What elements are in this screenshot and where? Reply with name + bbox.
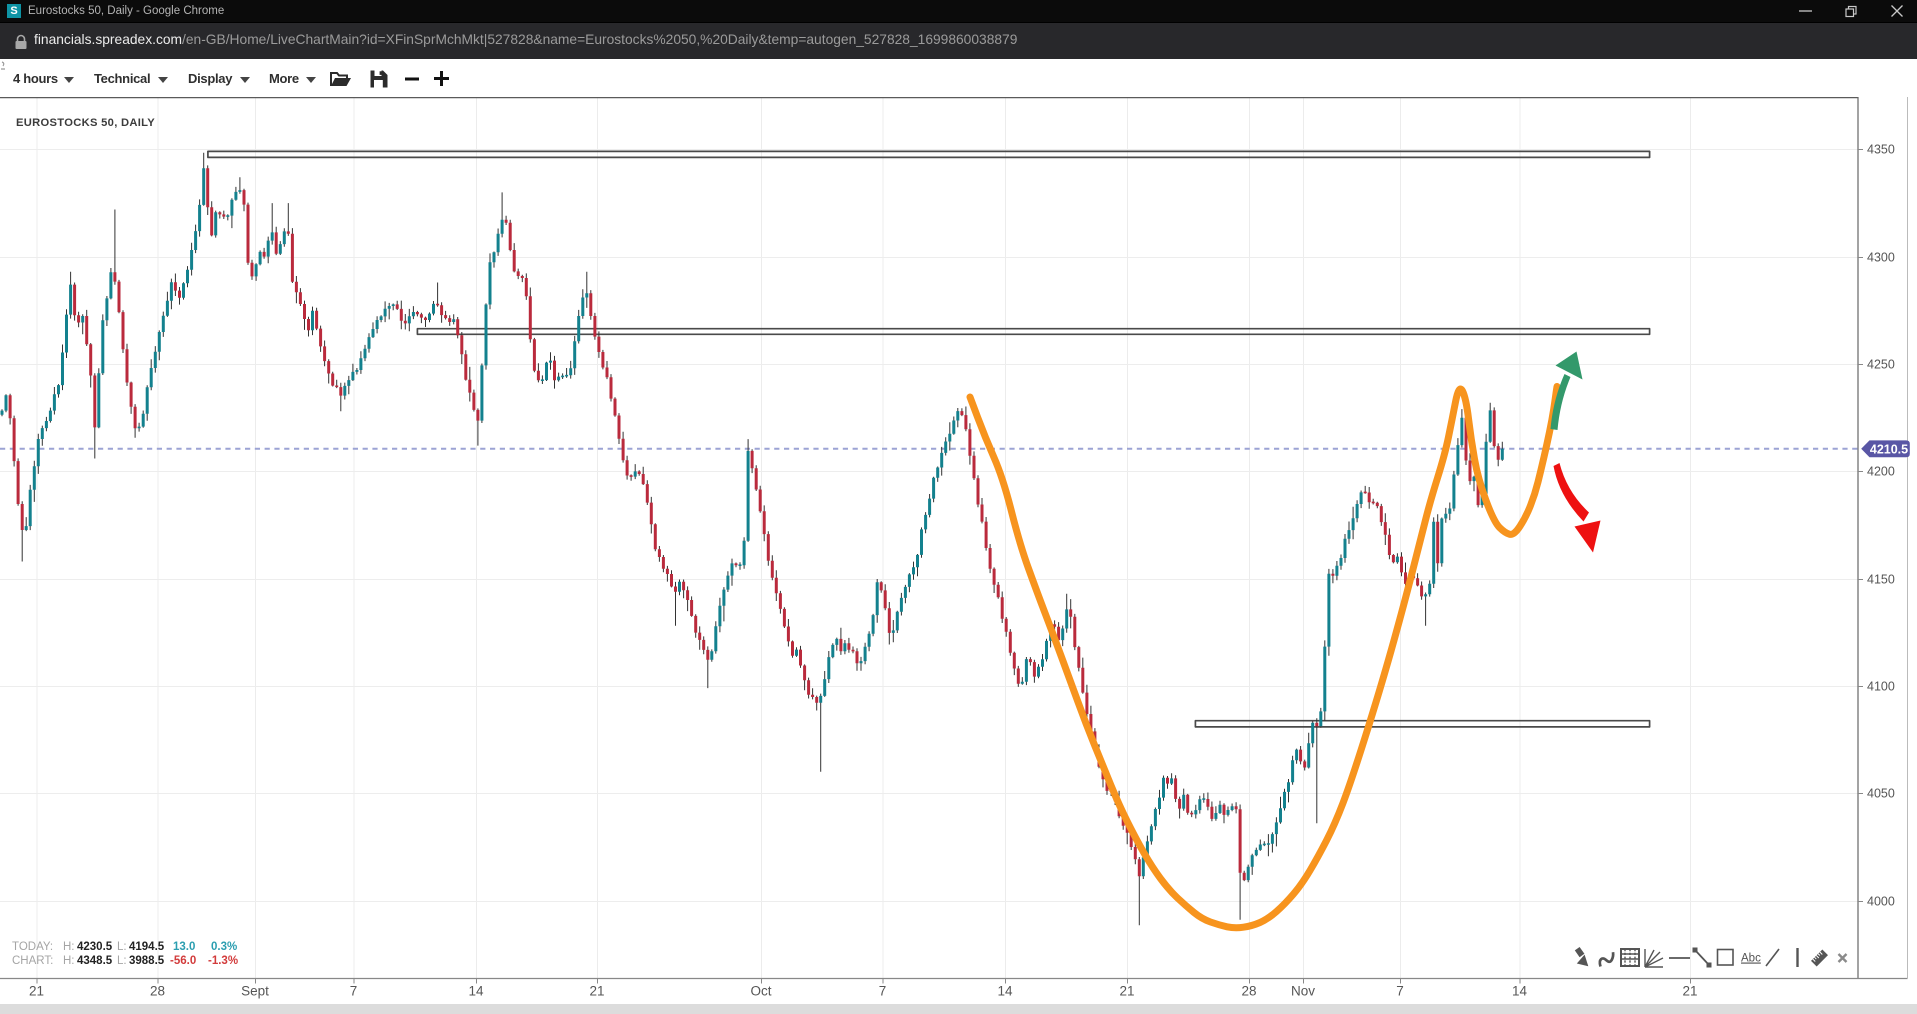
svg-text:14: 14 bbox=[997, 984, 1013, 999]
svg-text:L:: L: bbox=[117, 955, 127, 967]
svg-text:4194.5: 4194.5 bbox=[129, 941, 165, 953]
svg-text:EUROSTOCKS 50, DAILY: EUROSTOCKS 50, DAILY bbox=[16, 117, 155, 129]
svg-text:4000: 4000 bbox=[1867, 895, 1895, 909]
svg-text:Nov: Nov bbox=[1291, 984, 1315, 999]
svg-text:14: 14 bbox=[1512, 984, 1528, 999]
svg-text:0.3%: 0.3% bbox=[211, 941, 237, 953]
svg-text:-1.3%: -1.3% bbox=[208, 955, 238, 967]
svg-text:4100: 4100 bbox=[1867, 680, 1895, 694]
svg-text:4300: 4300 bbox=[1867, 251, 1895, 265]
svg-text:21: 21 bbox=[1682, 984, 1697, 999]
svg-text:-56.0: -56.0 bbox=[170, 955, 196, 967]
svg-text:CHART:: CHART: bbox=[12, 955, 53, 967]
svg-text:4350: 4350 bbox=[1867, 143, 1895, 157]
svg-text:4200: 4200 bbox=[1867, 465, 1895, 479]
svg-text:3988.5: 3988.5 bbox=[129, 955, 165, 967]
svg-text:21: 21 bbox=[589, 984, 604, 999]
svg-text:13.0: 13.0 bbox=[173, 941, 195, 953]
svg-text:4210.5: 4210.5 bbox=[1870, 442, 1908, 456]
svg-text:7: 7 bbox=[879, 984, 887, 999]
svg-text:L:: L: bbox=[117, 941, 127, 953]
svg-text:H:: H: bbox=[63, 941, 75, 953]
svg-text:Sept: Sept bbox=[241, 984, 269, 999]
svg-text:28: 28 bbox=[1241, 984, 1256, 999]
svg-text:4150: 4150 bbox=[1867, 573, 1895, 587]
svg-text:4250: 4250 bbox=[1867, 358, 1895, 372]
svg-text:21: 21 bbox=[1119, 984, 1134, 999]
svg-text:7: 7 bbox=[350, 984, 358, 999]
svg-text:4348.5: 4348.5 bbox=[77, 955, 113, 967]
svg-text:Abc: Abc bbox=[1741, 953, 1761, 965]
svg-text:14: 14 bbox=[468, 984, 484, 999]
svg-text:28: 28 bbox=[150, 984, 165, 999]
svg-text:7: 7 bbox=[1396, 984, 1404, 999]
svg-text:H:: H: bbox=[63, 955, 75, 967]
svg-text:TODAY:: TODAY: bbox=[12, 941, 53, 953]
svg-text:Oct: Oct bbox=[750, 984, 771, 999]
svg-text:21: 21 bbox=[29, 984, 44, 999]
svg-text:4230.5: 4230.5 bbox=[77, 941, 113, 953]
svg-text:4050: 4050 bbox=[1867, 787, 1895, 801]
